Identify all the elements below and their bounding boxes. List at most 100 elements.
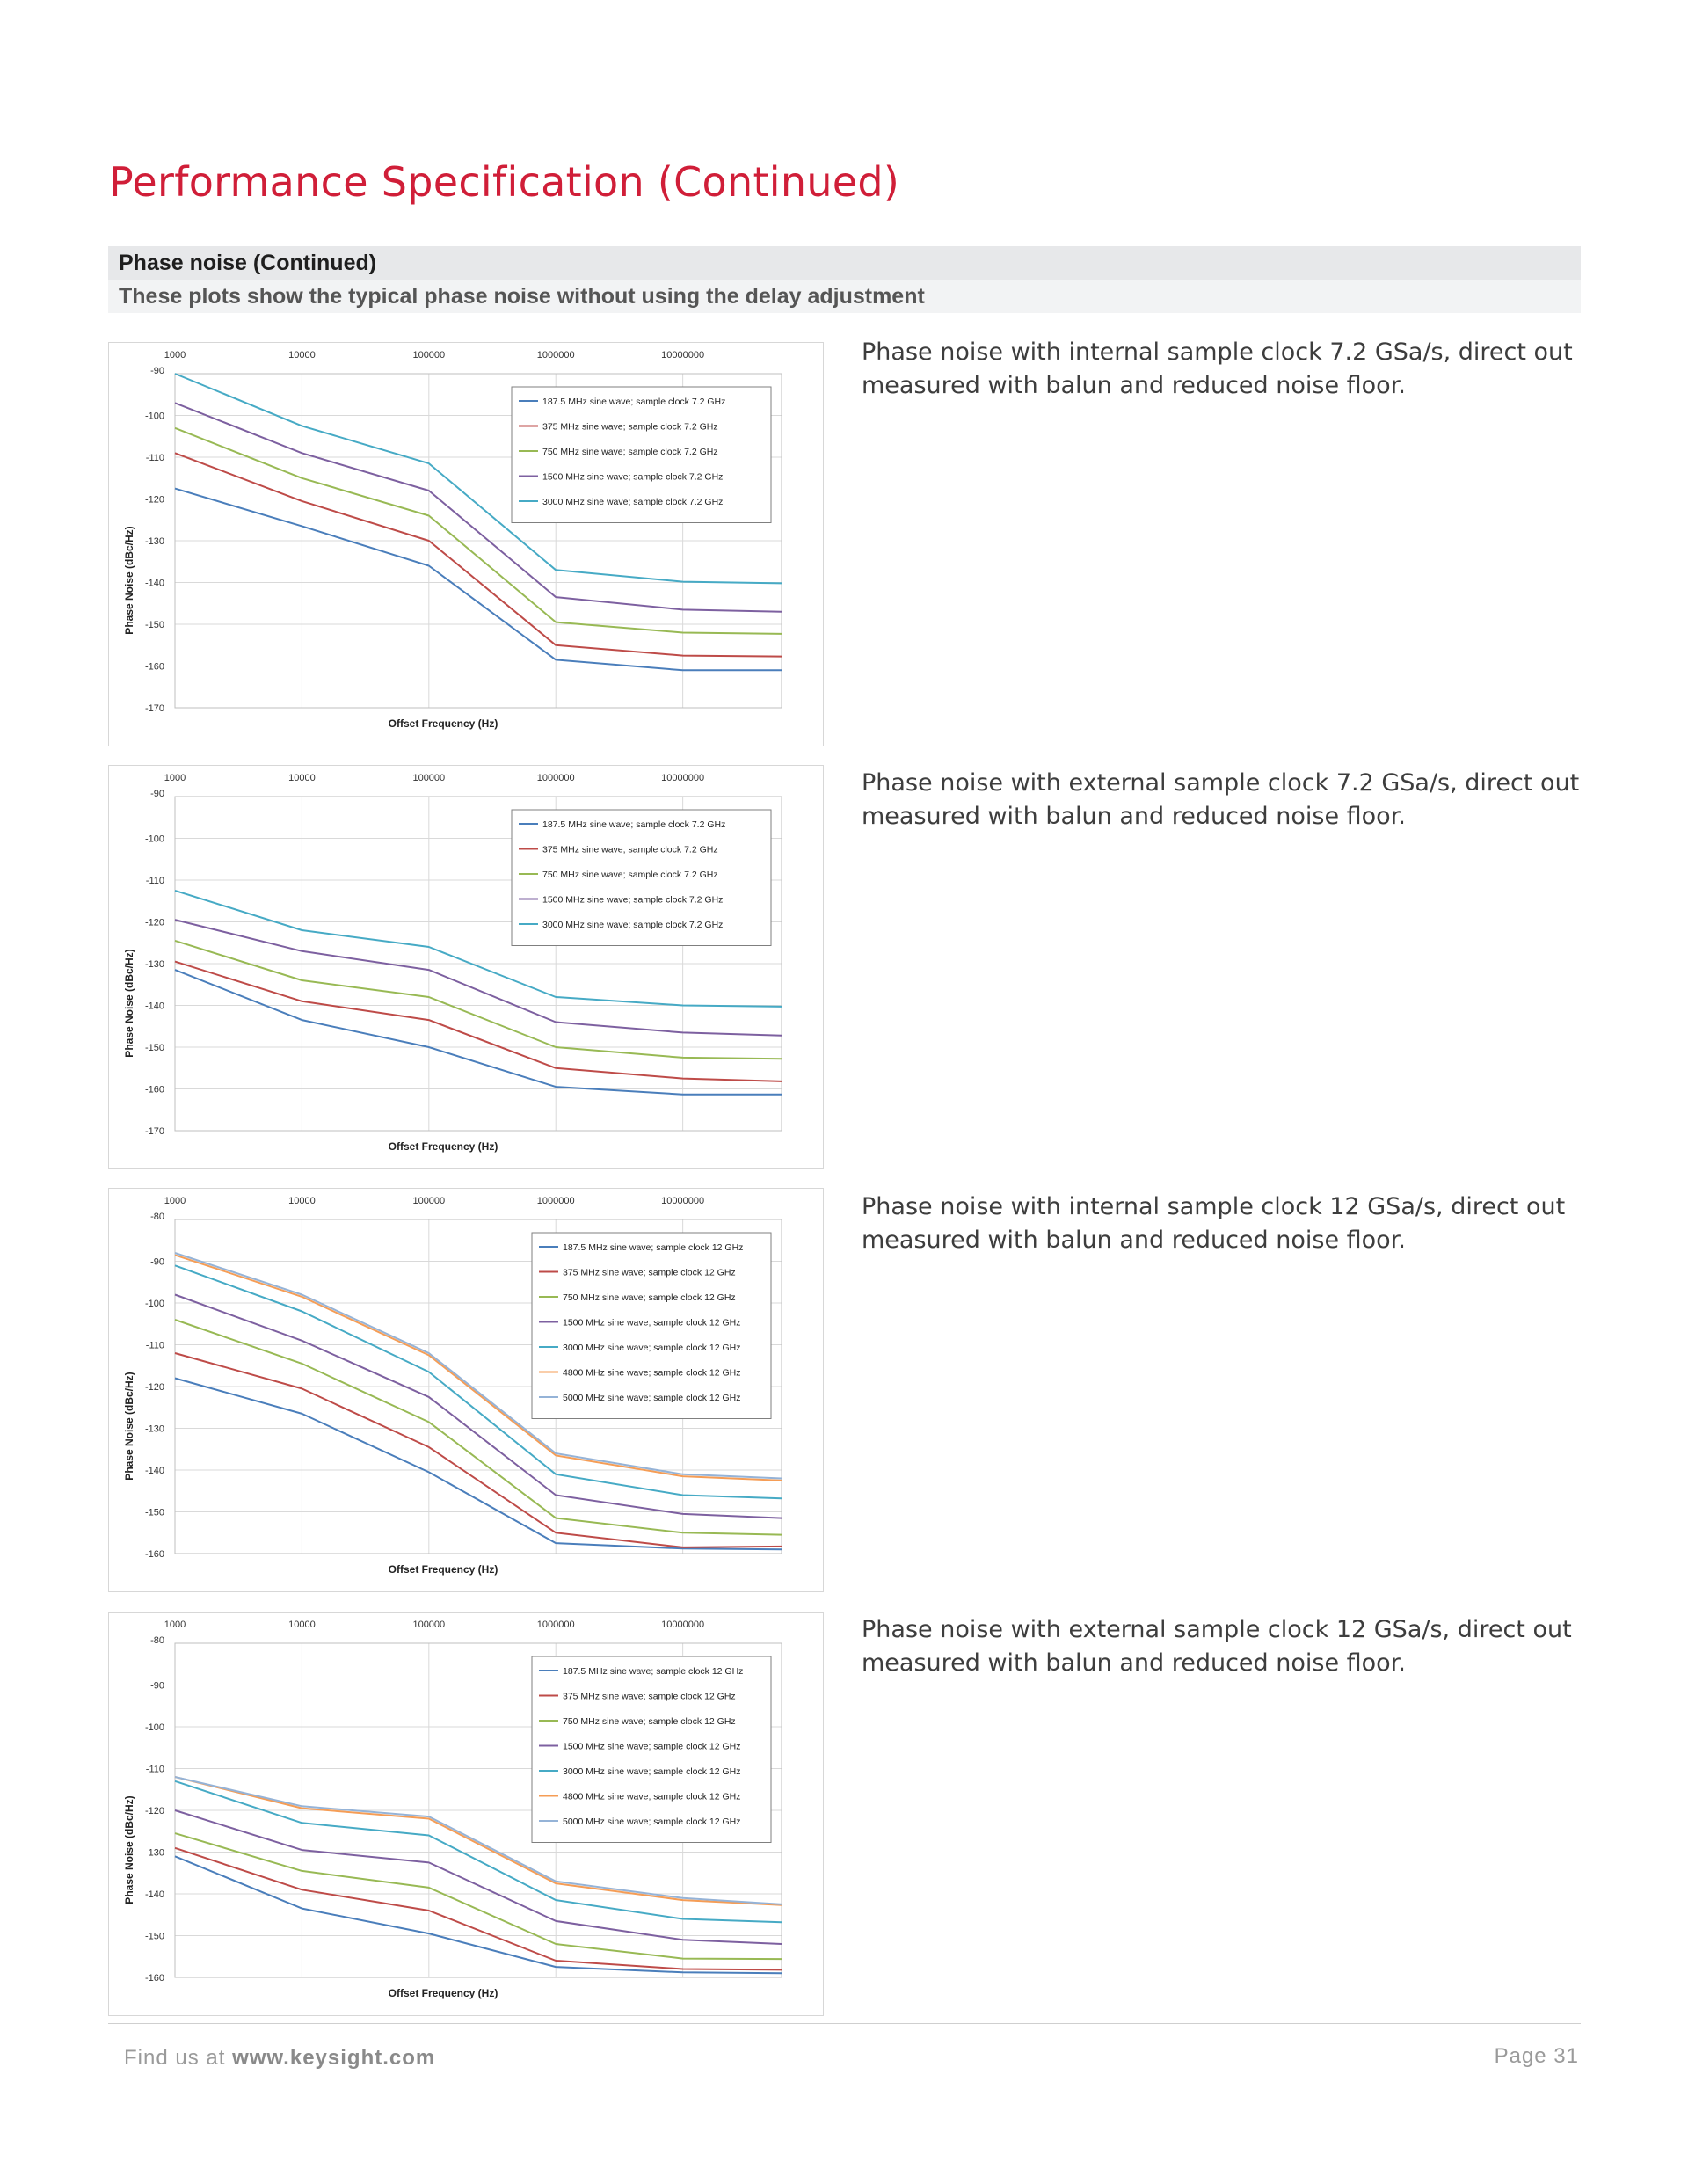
x-tick-label: 10000 [288,1196,316,1206]
y-tick-label: -90 [150,366,164,376]
y-tick-label: -160 [145,1085,164,1096]
y-tick-label: -150 [145,1932,164,1942]
series-line [174,1832,782,1961]
legend-label: 750 MHz sine wave; sample clock 12 GHz [563,1292,736,1303]
x-tick-label: 1000 [164,350,186,360]
y-tick-label: -140 [145,1889,164,1900]
y-tick-label: -100 [145,1299,164,1309]
y-tick-label: -160 [145,662,164,673]
legend-box [531,1232,772,1419]
y-tick-label: -130 [145,959,164,970]
y-tick-label: -90 [150,789,164,799]
legend-label: 750 MHz sine wave; sample clock 7.2 GHz [542,447,718,457]
series-line [174,960,782,1082]
series-line [174,1254,782,1481]
x-tick-label: 10000 [288,773,316,783]
y-tick-label: -80 [150,1212,164,1222]
legend-label: 187.5 MHz sine wave; sample clock 7.2 GH… [542,819,725,830]
x-tick-label: 100000 [412,773,445,783]
y-tick-label: -140 [145,1001,164,1012]
legend-box [531,1656,772,1843]
legend-label: 3000 MHz sine wave; sample clock 7.2 GHz [542,497,723,507]
series-line [174,1855,782,1975]
y-axis-title: Phase Noise (dBc/Hz) [123,1372,135,1480]
x-tick-label: 100000 [412,350,445,360]
series-line [174,1776,782,1906]
series-line [174,452,782,658]
series-line [174,402,782,613]
x-tick-label: 10000 [288,350,316,360]
legend-label: 375 MHz sine wave; sample clock 7.2 GHz [542,845,718,855]
legend-label: 750 MHz sine wave; sample clock 12 GHz [563,1716,736,1727]
x-tick-label: 10000000 [661,1620,704,1630]
x-axis-title: Offset Frequency (Hz) [389,1140,498,1153]
y-tick-label: -100 [145,411,164,422]
series-line [174,426,782,635]
legend-label: 375 MHz sine wave; sample clock 12 GHz [563,1692,736,1702]
section-subtitle-bar: These plots show the typical phase noise… [108,280,1581,313]
x-tick-label: 1000 [164,1196,186,1206]
y-tick-label: -90 [150,1257,164,1268]
x-tick-label: 1000 [164,1620,186,1630]
x-tick-label: 1000000 [537,350,575,360]
y-tick-label: -120 [145,1806,164,1816]
legend-label: 187.5 MHz sine wave; sample clock 7.2 GH… [542,397,725,407]
section-subtitle: These plots show the typical phase noise… [119,284,925,309]
y-tick-label: -130 [145,1424,164,1435]
legend-box [511,386,772,523]
y-tick-label: -110 [146,1765,164,1775]
y-tick-label: -170 [145,703,164,714]
chart-caption-2: Phase noise with external sample clock 7… [862,769,1580,830]
series-line [174,1264,782,1500]
y-axis-title: Phase Noise (dBc/Hz) [123,526,135,634]
series-line [174,1352,782,1548]
series-line [174,1293,782,1519]
y-axis-title: Phase Noise (dBc/Hz) [123,1795,135,1904]
legend-label: 375 MHz sine wave; sample clock 12 GHz [563,1268,736,1278]
chart-caption-4: Phase noise with external sample clock 1… [862,1616,1572,1677]
y-tick-label: -130 [145,1848,164,1859]
section-header: Phase noise (Continued) These plots show… [108,246,1581,313]
y-tick-label: -140 [145,1466,164,1476]
series-line [174,373,782,585]
footer-url-link[interactable]: www.keysight.com [232,2046,436,2070]
legend-label: 187.5 MHz sine wave; sample clock 12 GHz [563,1242,743,1253]
x-tick-label: 10000000 [661,1196,704,1206]
plot-area-border [174,1219,782,1554]
footer-find-us: Find us at www.keysight.com [124,2046,435,2071]
x-tick-label: 1000000 [537,773,575,783]
y-tick-label: -110 [146,453,164,463]
y-tick-label: -100 [145,1722,164,1733]
chart-caption-3: Phase noise with internal sample clock 1… [862,1193,1566,1254]
page-number: Page 31 [1494,2044,1579,2068]
x-tick-label: 1000000 [537,1196,575,1206]
y-tick-label: -160 [145,1973,164,1984]
legend-label: 1500 MHz sine wave; sample clock 12 GHz [563,1318,741,1329]
y-axis-title: Phase Noise (dBc/Hz) [123,949,135,1057]
legend-label: 4800 MHz sine wave; sample clock 12 GHz [563,1368,741,1379]
legend-label: 5000 MHz sine wave; sample clock 12 GHz [563,1393,741,1403]
chart-panel-3: -80 -90 -100 -110 -120 -130 -140 -150 -160 1000 10… [108,1188,824,1592]
y-tick-label: -110 [146,1341,164,1351]
y-tick-label: -140 [145,579,164,589]
phase-noise-chart-external-12: -80 -90 -100 -110 -120 -130 -140 -150 -160 1000 10… [123,1620,782,1999]
legend-label: 1500 MHz sine wave; sample clock 7.2 GHz [542,472,723,483]
series-line [174,1780,782,1924]
y-tick-label: -130 [145,536,164,547]
legend-label: 1500 MHz sine wave; sample clock 7.2 GHz [542,895,723,906]
phase-noise-chart-internal-12: -80 -90 -100 -110 -120 -130 -140 -150 -160 1000 10… [123,1196,782,1576]
y-tick-label: -120 [145,1382,164,1393]
y-tick-label: -80 [150,1635,164,1646]
y-tick-label: -160 [145,1549,164,1560]
series-line [174,1252,782,1480]
x-tick-label: 10000 [288,1620,316,1630]
legend-label: 187.5 MHz sine wave; sample clock 12 GHz [563,1666,743,1677]
legend-label: 3000 MHz sine wave; sample clock 12 GHz [563,1343,741,1353]
plot-area-border [174,373,782,709]
page-title: Performance Specification (Continued) [109,158,900,206]
x-tick-label: 1000000 [537,1620,575,1630]
series-line [174,487,782,672]
x-axis-title: Offset Frequency (Hz) [389,717,498,730]
x-tick-label: 1000 [164,773,186,783]
series-line [174,1809,782,1945]
